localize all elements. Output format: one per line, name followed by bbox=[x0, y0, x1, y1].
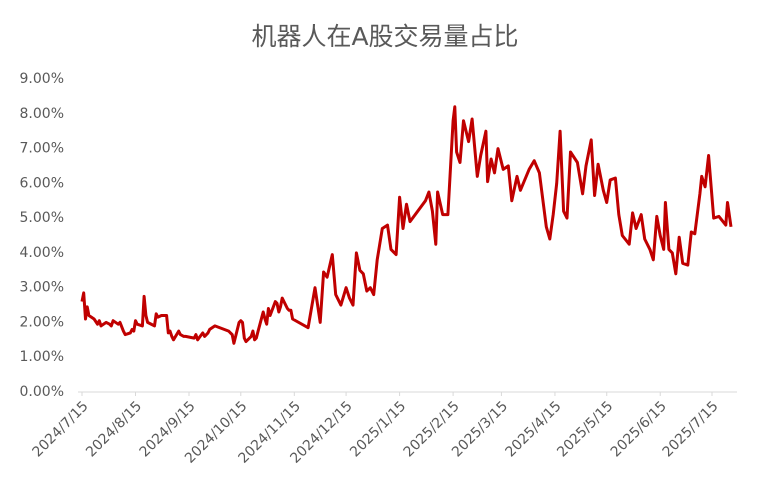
x-tick-label: 2025/5/15 bbox=[554, 398, 616, 460]
x-tick-label: 2025/1/15 bbox=[347, 398, 409, 460]
y-tick-label: 3.00% bbox=[20, 280, 64, 296]
x-tick-label: 2024/7/15 bbox=[30, 398, 92, 460]
chart-title: 机器人在A股交易量占比 bbox=[251, 22, 518, 51]
y-tick-label: 1.00% bbox=[20, 349, 64, 365]
x-tick-label: 2025/7/15 bbox=[660, 398, 722, 460]
y-tick-label: 8.00% bbox=[20, 106, 64, 122]
y-tick-label: 7.00% bbox=[20, 141, 64, 157]
y-tick-label: 5.00% bbox=[20, 210, 64, 226]
y-tick-label: 9.00% bbox=[20, 71, 64, 87]
y-tick-label: 4.00% bbox=[20, 245, 64, 261]
y-tick-label: 2.00% bbox=[20, 314, 64, 330]
x-tick-label: 2024/8/15 bbox=[83, 398, 145, 460]
line-series bbox=[80, 105, 733, 345]
y-tick-label: 6.00% bbox=[20, 175, 64, 191]
y-tick-label: 0.00% bbox=[20, 384, 64, 400]
